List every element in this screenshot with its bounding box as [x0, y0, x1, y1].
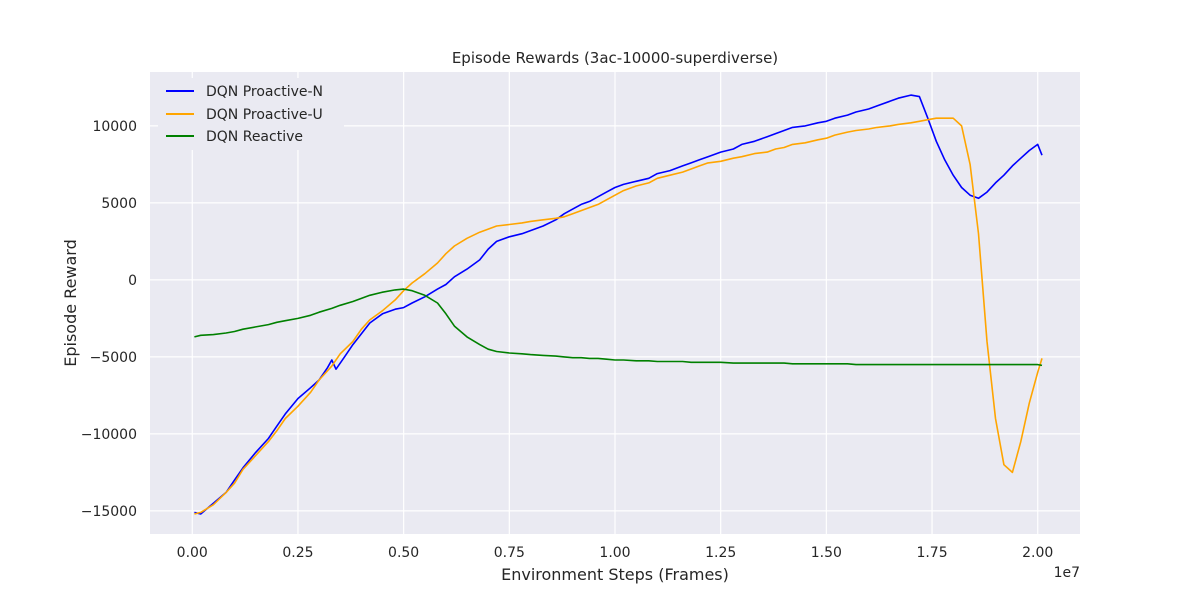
- legend: DQN Proactive-N DQN Proactive-U DQN Reac…: [158, 78, 344, 150]
- series-lines: [194, 94, 1043, 515]
- y-axis-label: Episode Reward: [61, 239, 80, 367]
- x-tick-label: 1.00: [599, 545, 630, 561]
- x-tick-label: 0.25: [282, 545, 313, 561]
- y-tick-label: 0: [128, 273, 137, 289]
- chart-title: Episode Rewards (3ac-10000-superdiverse): [452, 49, 778, 67]
- y-tick-label: −15000: [81, 504, 137, 520]
- y-tick-label: −10000: [81, 427, 137, 443]
- x-tick-label: 2.00: [1022, 545, 1053, 561]
- x-tick-labels: 0.00 0.25 0.50 0.75 1.00 1.25 1.50 1.75 2.00: [177, 545, 1054, 561]
- x-tick-label: 1.50: [811, 545, 842, 561]
- x-axis-label: Environment Steps (Frames): [501, 565, 729, 584]
- series-line-dqn-reactive: [194, 288, 1043, 367]
- legend-box: [158, 78, 344, 150]
- y-tick-label: 5000: [101, 196, 137, 212]
- legend-label-proactive-n: DQN Proactive-N: [206, 84, 323, 100]
- series-line-dqn-proactive-u: [194, 117, 1043, 515]
- legend-label-reactive: DQN Reactive: [206, 129, 303, 145]
- x-tick-label: 0.50: [388, 545, 419, 561]
- y-tick-label: 10000: [92, 119, 137, 135]
- y-tick-labels: −15000 −10000 −5000 0 5000 10000: [81, 119, 137, 520]
- x-tick-label: 0.00: [177, 545, 208, 561]
- series-line-dqn-proactive-n: [194, 94, 1043, 515]
- x-axis-offset-label: 1e7: [1054, 565, 1080, 581]
- legend-label-proactive-u: DQN Proactive-U: [206, 107, 323, 123]
- x-tick-label: 1.25: [705, 545, 736, 561]
- x-tick-label: 0.75: [494, 545, 525, 561]
- x-tick-label: 1.75: [916, 545, 947, 561]
- y-tick-label: −5000: [90, 350, 137, 366]
